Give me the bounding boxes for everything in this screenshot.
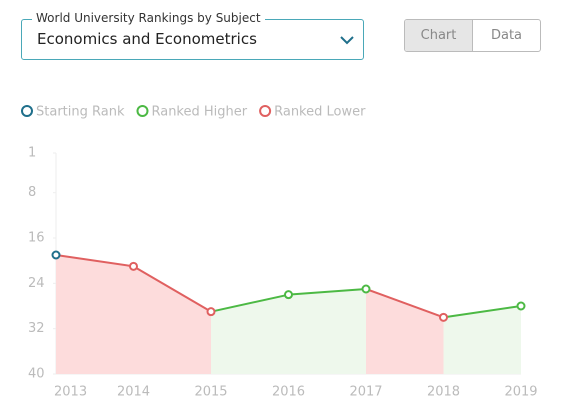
dropdown-label: World University Rankings by Subject bbox=[32, 11, 265, 25]
legend-marker bbox=[136, 105, 149, 117]
area-segment bbox=[133, 266, 211, 374]
x-tick-label: 2016 bbox=[272, 385, 305, 400]
line-segment bbox=[288, 288, 367, 296]
y-tick-label: 32 bbox=[28, 321, 45, 336]
data-button[interactable]: Data bbox=[490, 28, 523, 43]
x-tick-label: 2014 bbox=[117, 385, 150, 400]
y-tick-label: 1 bbox=[28, 146, 36, 161]
point bbox=[361, 284, 371, 294]
area-segment bbox=[56, 255, 134, 374]
legend-label: Ranked Lower bbox=[274, 105, 366, 120]
point bbox=[206, 307, 216, 317]
legend-label: Starting Rank bbox=[36, 105, 125, 120]
dropdown-value: Economics and Econometrics bbox=[37, 30, 257, 48]
x-tick-label: 2019 bbox=[504, 385, 537, 400]
area-segment bbox=[366, 289, 444, 374]
line-segment bbox=[55, 254, 134, 268]
area-segment bbox=[211, 294, 289, 374]
line-segment bbox=[210, 293, 289, 313]
area-segment bbox=[288, 289, 366, 374]
point bbox=[51, 250, 61, 260]
line-segment bbox=[443, 305, 522, 319]
line-segment bbox=[365, 288, 444, 319]
y-tick-label: 40 bbox=[28, 367, 45, 382]
x-tick-label: 2018 bbox=[427, 385, 460, 400]
subject-dropdown[interactable]: World University Rankings by Subject Eco… bbox=[21, 11, 364, 60]
y-tick-label: 16 bbox=[28, 231, 45, 246]
area-segment bbox=[443, 306, 521, 374]
point bbox=[284, 290, 293, 300]
x-tick-label: 2013 bbox=[54, 385, 87, 400]
y-tick-label: 24 bbox=[28, 276, 45, 291]
dropdown-arrow bbox=[340, 36, 354, 45]
chart-button[interactable]: Chart bbox=[405, 20, 473, 51]
legend-marker bbox=[21, 105, 33, 117]
point bbox=[516, 301, 526, 311]
line-segment bbox=[132, 265, 212, 313]
view-toggle: Chart Data bbox=[404, 19, 541, 52]
point bbox=[129, 261, 138, 271]
point bbox=[439, 312, 448, 322]
legend-label: Ranked Higher bbox=[151, 105, 247, 120]
legend-marker bbox=[259, 105, 272, 117]
x-tick-label: 2015 bbox=[194, 385, 227, 400]
x-tick-label: 2017 bbox=[349, 385, 382, 400]
y-tick-label: 8 bbox=[28, 185, 36, 200]
